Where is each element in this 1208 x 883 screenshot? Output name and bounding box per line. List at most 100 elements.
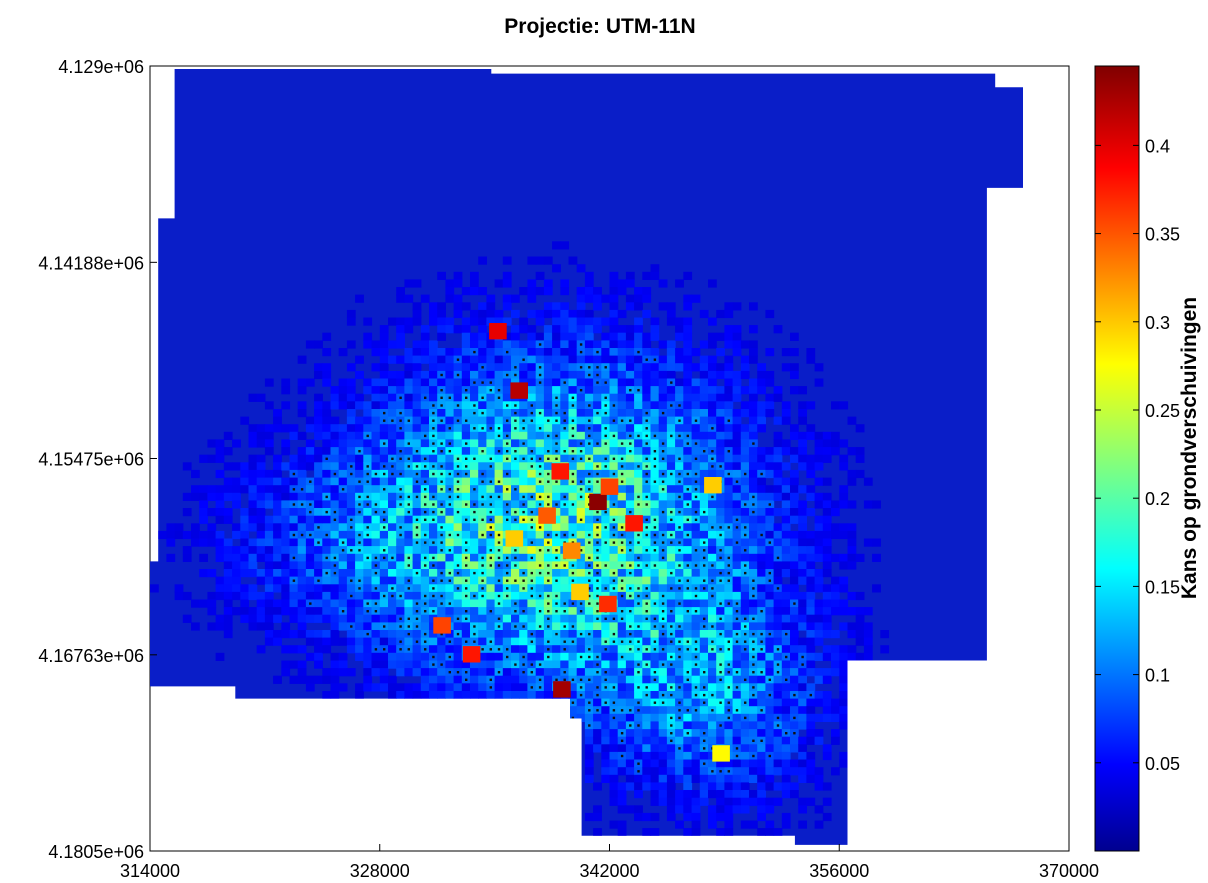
heatmap-cell [256,454,266,463]
heatmap-cell [732,561,742,570]
heatmap-cell [798,622,807,631]
landslide-point [448,472,451,476]
heatmap-cell [297,561,307,570]
heatmap-cell [305,485,315,494]
heatmap-cell [617,355,627,364]
heatmap-cell [437,378,446,387]
heatmap-cell [831,591,840,601]
heatmap-cell [634,325,643,334]
landslide-point [530,518,533,521]
heatmap-cell [699,530,709,540]
heatmap-cell [305,447,315,456]
landslide-point [424,556,427,560]
heatmap-cell [264,431,274,440]
landslide-point [579,518,583,521]
heatmap-cell [576,698,586,707]
landslide-point [547,594,550,598]
heatmap-cell [519,645,528,654]
heatmap-cell [223,584,233,593]
heatmap-cell [158,530,167,540]
heatmap-cell [724,492,734,501]
heatmap-cell [396,386,405,395]
landslide-point [604,671,607,674]
heatmap-cell [642,652,652,661]
heatmap-cell [765,348,775,357]
heatmap-cell [650,630,660,639]
heatmap-cell [831,706,840,715]
heatmap-cell [355,515,364,524]
heatmap-cell [437,515,446,524]
landslide-point [399,533,402,537]
landslide-point [555,457,558,460]
heatmap-cell [675,515,684,524]
heatmap-cell [552,485,561,494]
heatmap-cell [675,553,684,562]
landslide-point [588,366,591,369]
heatmap-cell [634,812,643,822]
heatmap-cell [322,447,332,456]
heatmap-cell [798,668,807,677]
heatmap-cell [724,309,734,319]
heatmap-cell [642,630,652,639]
landslide-point [694,518,698,521]
heatmap-cell [346,477,356,486]
heatmap-cell [749,530,758,540]
landslide-point [637,495,640,499]
heatmap-cell [363,409,373,418]
heatmap-cell [634,447,643,456]
heatmap-cell [798,439,807,448]
heatmap-cell [650,767,660,776]
heatmap-cell [666,424,676,433]
landslide-point [661,693,665,697]
heatmap-cell [519,530,528,540]
heatmap-cell [396,370,405,380]
heatmap-cell [371,591,381,601]
landslide-point [563,640,566,643]
heatmap-cell [650,386,660,395]
heatmap-cell [749,790,758,799]
heatmap-cell [289,591,299,601]
heatmap-cell [322,401,332,410]
heatmap-cell [683,325,693,334]
landslide-point [538,457,542,460]
heatmap-cell [281,668,291,677]
heatmap-cell [429,645,438,654]
heatmap-cell [461,691,471,700]
heatmap-cell [379,447,389,456]
heatmap-cell [412,439,422,448]
heatmap-cell [322,637,332,646]
heatmap-cell [724,378,734,387]
landslide-point [604,648,607,651]
landslide-point [694,709,698,712]
landslide-point [588,434,591,438]
heatmap-cell [371,652,381,661]
heatmap-cell [765,820,775,829]
landslide-point [694,419,698,422]
landslide-point [407,632,410,636]
heatmap-cell [675,759,684,768]
heatmap-cell [182,591,192,601]
heatmap-cell [749,675,758,684]
heatmap-cell [453,546,463,555]
landslide-point [752,442,755,445]
heatmap-cell [182,492,192,501]
heatmap-cell [658,668,668,677]
landslide-point [563,678,566,681]
heatmap-cell [470,355,479,364]
heatmap-cell [232,576,241,585]
heatmap-cell [757,538,766,547]
heatmap-cell [560,523,570,532]
landslide-point [530,587,533,590]
heatmap-cell [650,607,660,616]
heatmap-cell [806,469,816,479]
heatmap-cell [314,561,323,570]
landslide-point [440,510,443,514]
heatmap-cell [502,355,512,364]
landslide-point [407,556,410,560]
heatmap-cell [470,363,479,372]
heatmap-cell [634,378,643,387]
heatmap-cell [831,553,840,562]
heatmap-hotspot [505,530,524,547]
heatmap-cell [708,317,717,326]
heatmap-cell [445,660,455,669]
